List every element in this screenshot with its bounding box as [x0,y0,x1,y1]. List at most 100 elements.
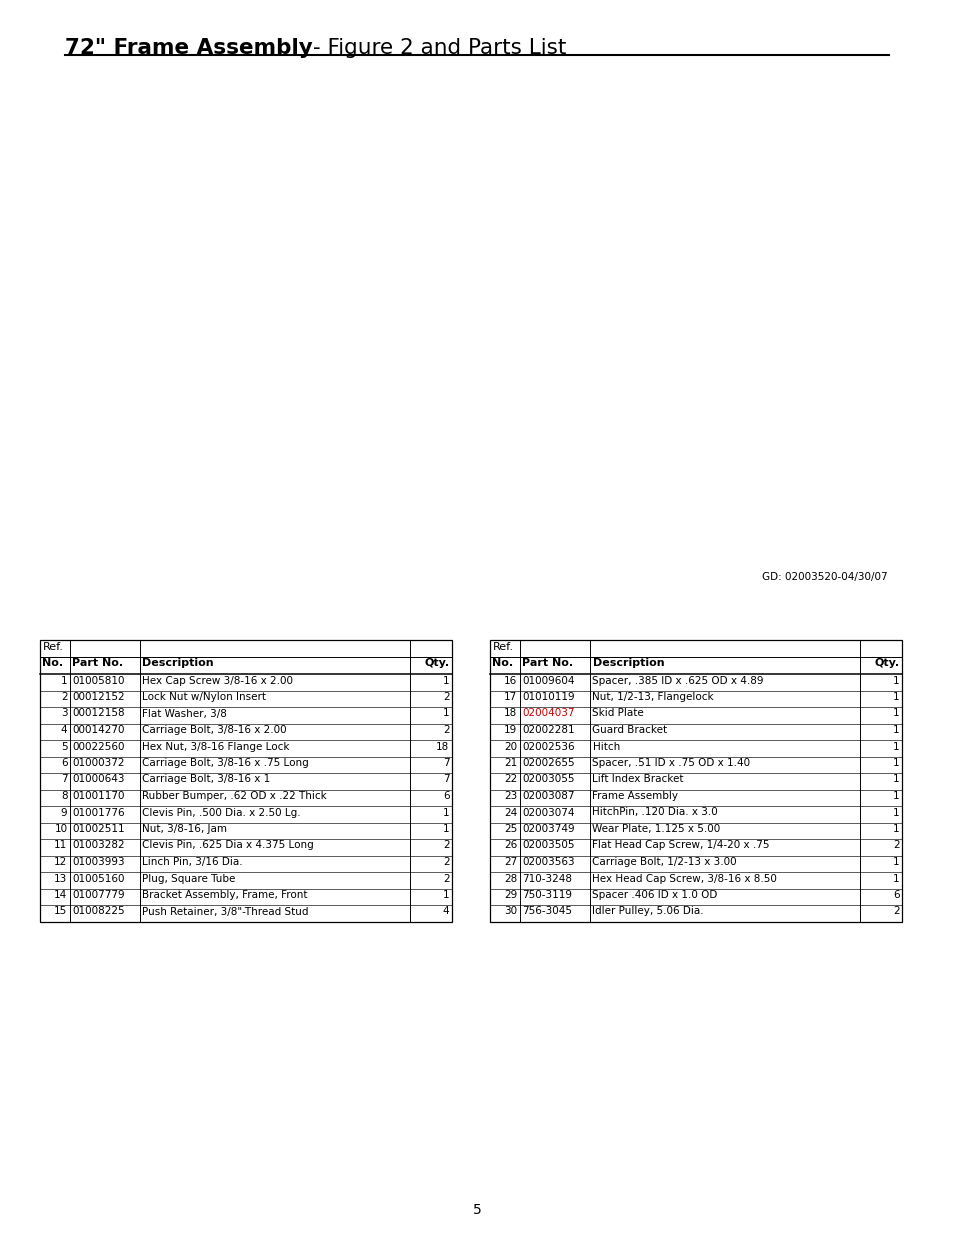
Text: Description: Description [142,658,213,668]
Text: Hex Nut, 3/8-16 Flange Lock: Hex Nut, 3/8-16 Flange Lock [142,741,290,752]
Text: 10: 10 [54,824,68,834]
Text: 28: 28 [504,873,517,883]
Text: GD: 02003520-04/30/07: GD: 02003520-04/30/07 [761,572,887,582]
Text: 2: 2 [892,906,899,916]
Text: 02004037: 02004037 [522,709,575,719]
Text: 24: 24 [504,808,517,818]
Text: Nut, 3/8-16, Jam: Nut, 3/8-16, Jam [142,824,227,834]
Text: 1: 1 [892,873,899,883]
Text: 02003749: 02003749 [522,824,575,834]
Text: 01005810: 01005810 [72,676,125,685]
Text: 26: 26 [504,841,517,851]
Text: 1: 1 [892,676,899,685]
Text: Spacer .406 ID x 1.0 OD: Spacer .406 ID x 1.0 OD [592,890,717,900]
Text: 29: 29 [504,890,517,900]
Text: 2: 2 [442,725,449,735]
Text: 3: 3 [61,709,68,719]
Text: - Figure 2 and Parts List: - Figure 2 and Parts List [313,38,565,58]
Text: 20: 20 [504,741,517,752]
Text: Qty.: Qty. [874,658,899,668]
Text: Clevis Pin, .500 Dia. x 2.50 Lg.: Clevis Pin, .500 Dia. x 2.50 Lg. [142,808,301,818]
Text: 01000372: 01000372 [72,758,125,768]
Text: Hex Cap Screw 3/8-16 x 2.00: Hex Cap Screw 3/8-16 x 2.00 [142,676,294,685]
Text: 02003074: 02003074 [522,808,575,818]
Text: 1: 1 [892,824,899,834]
Text: 00022560: 00022560 [72,741,125,752]
Text: 01001776: 01001776 [72,808,125,818]
Text: Bracket Assembly, Frame, Front: Bracket Assembly, Frame, Front [142,890,308,900]
Text: 21: 21 [504,758,517,768]
Text: 01005160: 01005160 [72,873,125,883]
Text: 00014270: 00014270 [72,725,125,735]
Text: 13: 13 [54,873,68,883]
Text: 2: 2 [892,841,899,851]
Text: 19: 19 [504,725,517,735]
Text: 01007779: 01007779 [72,890,125,900]
Text: 02002655: 02002655 [522,758,575,768]
Text: 1: 1 [442,676,449,685]
Text: 1: 1 [892,725,899,735]
Text: HitchPin, .120 Dia. x 3.0: HitchPin, .120 Dia. x 3.0 [592,808,718,818]
Text: 1: 1 [892,741,899,752]
Text: 1: 1 [892,857,899,867]
Text: 01008225: 01008225 [72,906,125,916]
Text: 01009604: 01009604 [522,676,575,685]
Text: Linch Pin, 3/16 Dia.: Linch Pin, 3/16 Dia. [142,857,243,867]
Text: 01003282: 01003282 [72,841,125,851]
Text: Carriage Bolt, 3/8-16 x .75 Long: Carriage Bolt, 3/8-16 x .75 Long [142,758,309,768]
Text: Lock Nut w/Nylon Insert: Lock Nut w/Nylon Insert [142,692,266,701]
Text: Ref.: Ref. [43,641,64,652]
Text: 1: 1 [442,890,449,900]
Text: 756-3045: 756-3045 [522,906,572,916]
Text: 8: 8 [61,790,68,802]
Text: 1: 1 [61,676,68,685]
Text: 12: 12 [54,857,68,867]
Text: 4: 4 [61,725,68,735]
Text: 1: 1 [442,824,449,834]
Text: Qty.: Qty. [424,658,449,668]
Text: 2: 2 [442,857,449,867]
Text: 1: 1 [892,774,899,784]
Text: 18: 18 [504,709,517,719]
Text: 6: 6 [892,890,899,900]
Text: 2: 2 [442,692,449,701]
Text: Clevis Pin, .625 Dia x 4.375 Long: Clevis Pin, .625 Dia x 4.375 Long [142,841,314,851]
Text: 02003055: 02003055 [522,774,575,784]
Text: Ref.: Ref. [492,641,513,652]
Text: No.: No. [43,658,64,668]
Text: 27: 27 [504,857,517,867]
Text: 2: 2 [442,841,449,851]
Text: Carriage Bolt, 3/8-16 x 2.00: Carriage Bolt, 3/8-16 x 2.00 [142,725,287,735]
Text: 1: 1 [442,709,449,719]
Text: 25: 25 [504,824,517,834]
Text: 2: 2 [61,692,68,701]
Text: 22: 22 [504,774,517,784]
Text: 02003505: 02003505 [522,841,575,851]
Text: Nut, 1/2-13, Flangelock: Nut, 1/2-13, Flangelock [592,692,714,701]
Text: Carriage Bolt, 3/8-16 x 1: Carriage Bolt, 3/8-16 x 1 [142,774,271,784]
Text: 1: 1 [442,808,449,818]
Text: 00012152: 00012152 [72,692,125,701]
Text: 30: 30 [504,906,517,916]
Text: 01002511: 01002511 [72,824,125,834]
Text: Idler Pulley, 5.06 Dia.: Idler Pulley, 5.06 Dia. [592,906,703,916]
Text: 02003087: 02003087 [522,790,575,802]
Text: Lift Index Bracket: Lift Index Bracket [592,774,683,784]
Text: 02002281: 02002281 [522,725,575,735]
Text: 1: 1 [892,692,899,701]
Text: 6: 6 [61,758,68,768]
Text: 1: 1 [892,709,899,719]
Text: 02003563: 02003563 [522,857,575,867]
Text: Flat Head Cap Screw, 1/4-20 x .75: Flat Head Cap Screw, 1/4-20 x .75 [592,841,769,851]
Text: Spacer, .51 ID x .75 OD x 1.40: Spacer, .51 ID x .75 OD x 1.40 [592,758,750,768]
Text: Part No.: Part No. [72,658,124,668]
Text: 01000643: 01000643 [72,774,125,784]
Text: 7: 7 [442,774,449,784]
Text: 4: 4 [442,906,449,916]
Text: 1: 1 [892,758,899,768]
Text: 7: 7 [61,774,68,784]
Text: Flat Washer, 3/8: Flat Washer, 3/8 [142,709,227,719]
Text: 02002536: 02002536 [522,741,575,752]
Text: Rubber Bumper, .62 OD x .22 Thick: Rubber Bumper, .62 OD x .22 Thick [142,790,327,802]
Text: 23: 23 [504,790,517,802]
